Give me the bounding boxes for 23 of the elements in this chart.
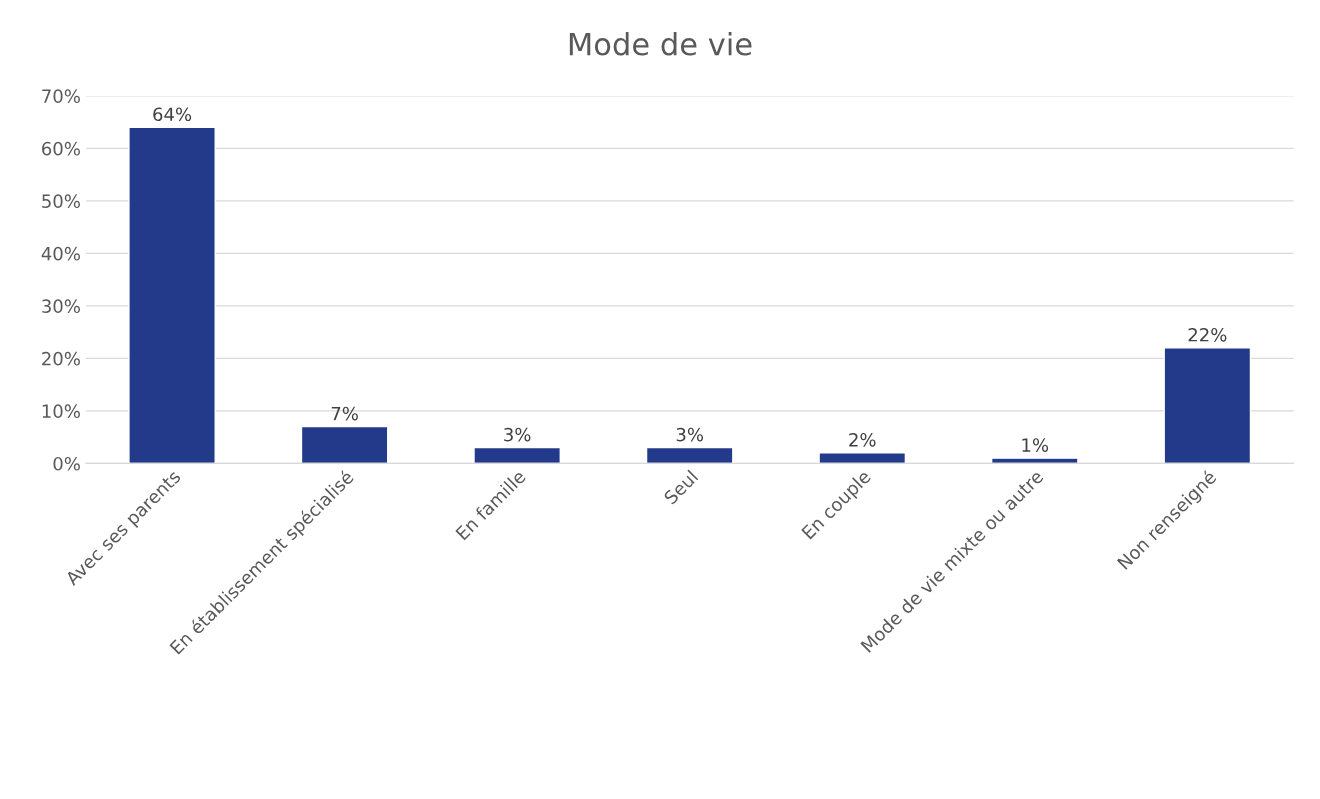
y-tick-label: 50%	[42, 194, 80, 209]
data-label: 3%	[676, 427, 704, 442]
bar	[990, 457, 1079, 464]
bar	[645, 446, 734, 464]
y-tick-label: 40%	[41, 246, 80, 261]
y-tick-label: 0%	[53, 456, 80, 471]
y-tick-label: 70%	[42, 89, 80, 103]
data-label: 1%	[1022, 438, 1049, 452]
y-tick-label: 10%	[42, 404, 80, 419]
bar	[473, 446, 561, 464]
y-tick-label: 20%	[42, 351, 80, 366]
data-label: 22%	[1188, 327, 1227, 342]
bar	[300, 425, 389, 464]
data-label: 7%	[331, 406, 358, 421]
bar	[128, 126, 216, 464]
y-tick-label: 30%	[42, 299, 80, 314]
bar	[1163, 347, 1252, 464]
data-label: 3%	[504, 427, 531, 442]
chart-title: Mode de vie	[569, 31, 752, 56]
bar	[818, 452, 907, 464]
data-label: 64%	[153, 107, 192, 122]
data-label: 2%	[849, 432, 876, 447]
y-tick-label: 60%	[42, 141, 80, 156]
